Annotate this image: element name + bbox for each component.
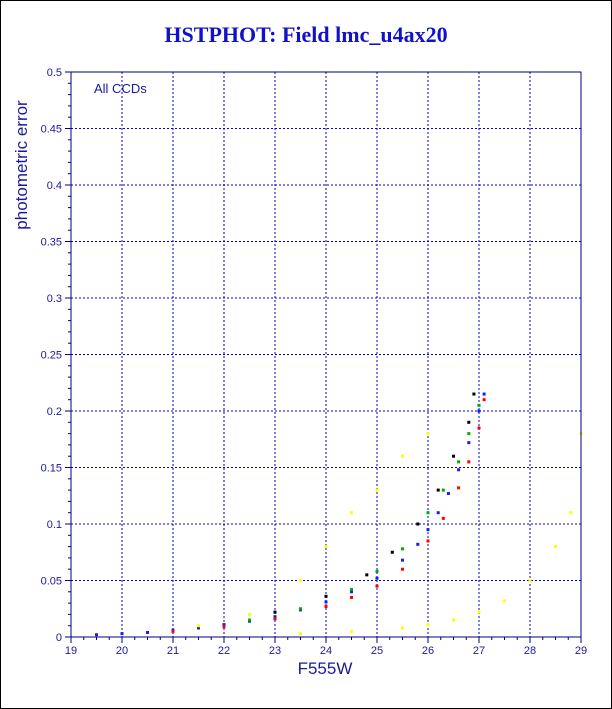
- chart-title: HSTPHOT: Field lmc_u4ax20: [164, 22, 448, 47]
- scatter-point: [375, 569, 379, 573]
- y-tick-label: 0: [56, 632, 62, 644]
- scatter-point: [401, 567, 404, 571]
- grid-layer: [71, 72, 581, 637]
- y-tick-label: 0.35: [41, 237, 62, 249]
- x-tick-label: 23: [269, 645, 281, 657]
- scatter-point: [452, 618, 455, 622]
- scatter-point: [350, 588, 353, 592]
- scatter-point: [426, 539, 430, 543]
- y-tick-label: 0.2: [47, 406, 62, 418]
- scatter-point: [472, 392, 476, 396]
- scatter-point: [457, 460, 461, 464]
- y-tick-label: 0.3: [47, 293, 62, 305]
- x-tick-label: 28: [524, 645, 536, 657]
- scatter-point: [457, 468, 461, 472]
- scatter-point: [197, 626, 200, 630]
- y-tick-label: 0.4: [47, 180, 62, 192]
- scatter-point: [171, 629, 175, 633]
- scatter-point: [324, 600, 328, 604]
- scatter-point: [426, 511, 430, 515]
- scatter-point: [441, 516, 445, 520]
- x-tick-label: 24: [320, 645, 332, 657]
- scatter-point: [390, 550, 394, 554]
- points-layer: [95, 392, 583, 637]
- scatter-point: [457, 486, 461, 490]
- scatter-point: [477, 610, 481, 614]
- x-tick-label: 26: [422, 645, 434, 657]
- scatter-point: [401, 626, 404, 630]
- x-tick-label: 20: [116, 645, 128, 657]
- scatter-point: [324, 604, 328, 608]
- scatter-point: [426, 623, 430, 627]
- labels-layer: 19 20 21 22 23 24 25 26 27 28 29 0 0.05 0.1 0.15 0.2 0.2…: [41, 67, 588, 657]
- scatter-point: [350, 629, 353, 633]
- scatter-point: [452, 454, 455, 458]
- scatter-point: [375, 488, 379, 492]
- scatter-point: [477, 426, 481, 430]
- scatter-point: [426, 432, 430, 436]
- scatter-point: [477, 403, 481, 407]
- scatter-point: [503, 599, 506, 603]
- x-tick-label: 29: [575, 645, 587, 657]
- scatter-point: [467, 432, 471, 436]
- scatter-point: [441, 488, 445, 492]
- scatter-point: [350, 590, 353, 594]
- scatter-point: [299, 579, 302, 582]
- y-tick-label: 0.45: [41, 124, 62, 136]
- scatter-point: [375, 584, 379, 588]
- scatter-point: [467, 460, 471, 464]
- scatter-point: [467, 441, 471, 445]
- scatter-point: [146, 630, 149, 634]
- scatter-point: [248, 618, 251, 622]
- scatter-point: [528, 579, 532, 582]
- y-tick-label: 0.05: [41, 576, 62, 588]
- y-axis-title: photometric error: [12, 100, 31, 230]
- scatter-point: [365, 573, 369, 577]
- scatter-point: [324, 594, 328, 598]
- scatter-point: [401, 558, 404, 562]
- x-tick-label: 25: [371, 645, 383, 657]
- scatter-point: [197, 624, 200, 628]
- scatter-point: [482, 392, 486, 396]
- scatter-point: [554, 545, 557, 549]
- scatter-point: [416, 542, 420, 546]
- scatter-point: [273, 610, 277, 614]
- scatter-point: [401, 547, 404, 551]
- scatter-point: [222, 623, 226, 627]
- scatter-point: [482, 398, 486, 402]
- scatter-point: [426, 528, 430, 532]
- chart-annotation: All CCDs: [94, 81, 147, 96]
- x-tick-label: 27: [473, 645, 485, 657]
- scatter-point: [477, 409, 481, 413]
- scatter-point: [324, 545, 328, 549]
- y-tick-label: 0.1: [47, 519, 62, 531]
- x-tick-label: 19: [65, 645, 77, 657]
- scatter-point: [467, 420, 471, 424]
- scatter-point: [436, 488, 440, 492]
- scatter-point: [222, 625, 226, 629]
- scatter-point: [248, 612, 251, 616]
- y-tick-label: 0.15: [41, 463, 62, 475]
- scatter-point: [569, 511, 573, 515]
- x-axis-title: F555W: [298, 659, 353, 678]
- ticks-layer: [65, 71, 582, 643]
- x-tick-label: 21: [167, 645, 179, 657]
- scatter-point: [350, 511, 353, 515]
- scatter-point: [446, 491, 450, 495]
- scatter-point: [299, 607, 302, 611]
- x-tick-label: 22: [218, 645, 230, 657]
- scatter-point: [436, 511, 440, 515]
- scatter-point: [299, 632, 302, 636]
- scatter-point: [120, 632, 124, 636]
- scatter-point: [95, 633, 98, 637]
- scatter-point: [401, 454, 404, 458]
- scatter-point: [273, 615, 277, 619]
- scatter-point: [273, 617, 277, 621]
- scatter-point: [416, 522, 420, 526]
- scatter-point: [350, 595, 353, 599]
- y-tick-label: 0.5: [47, 67, 62, 79]
- y-tick-label: 0.25: [41, 350, 62, 362]
- scatter-point: [375, 576, 379, 580]
